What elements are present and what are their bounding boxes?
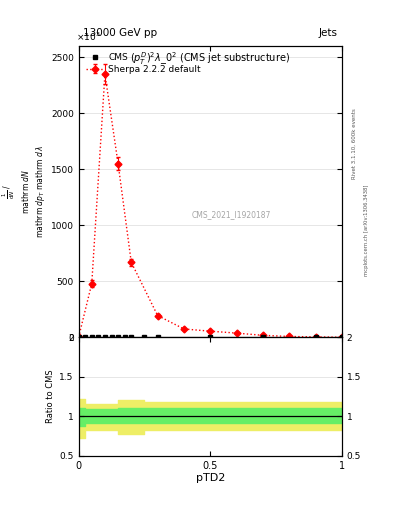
CMS [90, 334, 94, 340]
CMS [83, 334, 88, 340]
Text: $\times10^{3}$: $\times10^{3}$ [76, 31, 101, 43]
X-axis label: pTD2: pTD2 [196, 473, 225, 483]
Text: $(p_{T}^{D})^{2}\lambda\_0^{2}$ (CMS jet substructure): $(p_{T}^{D})^{2}\lambda\_0^{2}$ (CMS jet… [130, 51, 290, 67]
CMS [116, 334, 120, 340]
Text: Rivet 3.1.10, 600k events: Rivet 3.1.10, 600k events [352, 108, 357, 179]
CMS [76, 334, 81, 340]
CMS [155, 334, 160, 340]
Text: 13000 GeV pp: 13000 GeV pp [83, 28, 157, 38]
Text: Jets: Jets [319, 28, 338, 38]
CMS [313, 334, 318, 340]
CMS [109, 334, 114, 340]
Legend: CMS, Sherpa 2.2.2 default: CMS, Sherpa 2.2.2 default [82, 50, 205, 78]
CMS [142, 334, 147, 340]
CMS [96, 334, 101, 340]
CMS [261, 334, 265, 340]
CMS [122, 334, 127, 340]
Y-axis label: mathrm $d^2N$
mathrm $d p_T$ mathrm $d\,\lambda$

$\frac{1}{\mathrm{d}N}$ /
math: mathrm $d^2N$ mathrm $d p_T$ mathrm $d\,… [0, 145, 47, 238]
CMS [340, 334, 344, 340]
CMS [208, 334, 213, 340]
Y-axis label: Ratio to CMS: Ratio to CMS [46, 370, 55, 423]
CMS [129, 334, 134, 340]
CMS [103, 334, 107, 340]
Text: CMS_2021_I1920187: CMS_2021_I1920187 [192, 210, 271, 220]
Line: CMS: CMS [77, 335, 344, 339]
Text: mcplots.cern.ch [arXiv:1306.3438]: mcplots.cern.ch [arXiv:1306.3438] [364, 185, 369, 276]
